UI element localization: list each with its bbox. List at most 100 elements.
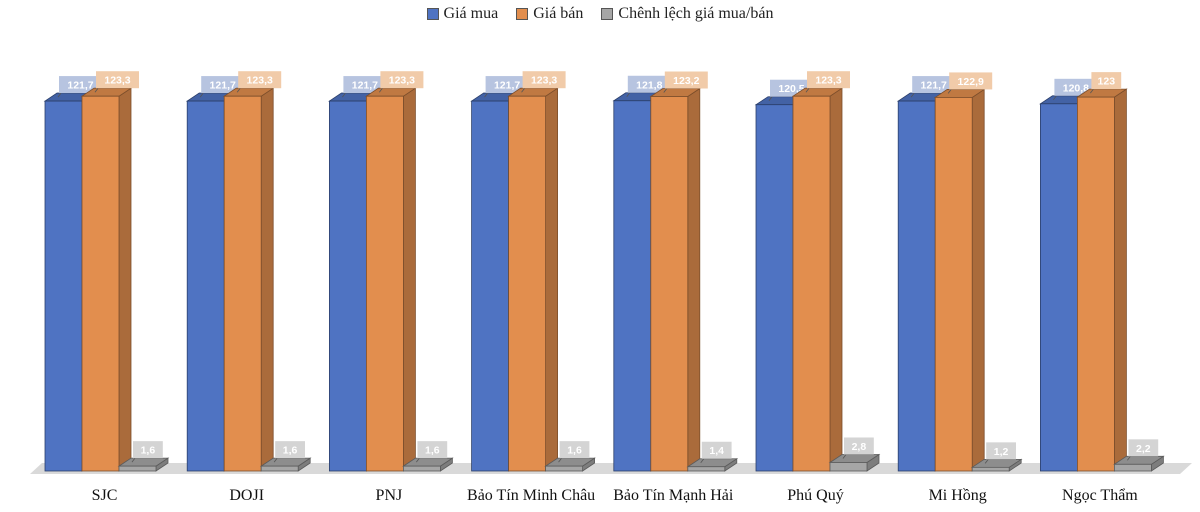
bar-side-gia-ban-1 <box>260 87 274 472</box>
data-label-gia-mua-7: 120,8 <box>1063 82 1089 94</box>
data-label-gia-mua-0: 121,7 <box>67 80 93 92</box>
legend-item-chenh-lech: Chênh lệch giá mua/bán <box>601 5 773 23</box>
bar-gia-mua-4 <box>613 100 652 472</box>
data-label-leader-gia-ban-7 <box>1090 88 1094 94</box>
data-label-bg-chenh-lech-2 <box>417 441 448 459</box>
data-label-leader-chenh-lech-2 <box>416 457 420 463</box>
data-label-chenh-lech-2: 1,6 <box>425 445 440 457</box>
data-label-leader-chenh-lech-7 <box>1127 456 1131 461</box>
data-label-leader-gia-ban-5 <box>805 87 810 93</box>
legend-item-gia-mua: Giá mua <box>426 5 498 23</box>
data-label-bg-gia-mua-0 <box>59 76 102 94</box>
data-label-gia-mua-1: 121,7 <box>210 80 236 92</box>
data-label-gia-mua-2: 121,7 <box>352 80 378 92</box>
data-label-chenh-lech-3: 1,6 <box>567 445 582 457</box>
data-label-bg-gia-ban-2 <box>380 71 424 89</box>
data-label-leader-gia-mua-3 <box>484 92 488 98</box>
data-label-gia-ban-7: 123 <box>1098 76 1116 88</box>
category-label-7: Ngọc Thẩm <box>1062 487 1138 504</box>
legend-swatch-chenh-lech <box>601 8 614 20</box>
bar-gia-ban-6 <box>934 97 973 472</box>
data-label-chenh-lech-6: 1,2 <box>994 446 1009 458</box>
data-label-leader-gia-ban-6 <box>947 89 952 94</box>
legend: Giá mua Giá bán Chênh lệch giá mua/bán <box>0 5 1200 23</box>
bar-side-gia-ban-6 <box>971 88 985 472</box>
data-label-leader-gia-ban-0 <box>94 87 99 93</box>
data-label-bg-gia-mua-4 <box>627 75 671 93</box>
data-label-leader-chenh-lech-3 <box>558 457 562 463</box>
category-label-0: SJC <box>92 487 118 504</box>
data-label-gia-ban-1: 123,3 <box>247 75 273 87</box>
bar-gia-mua-5 <box>755 104 794 472</box>
data-label-leader-chenh-lech-5 <box>842 454 847 459</box>
bar-chenh-lech-1 <box>260 465 299 472</box>
data-label-bg-chenh-lech-4 <box>701 441 732 459</box>
data-label-bg-gia-ban-5 <box>807 71 850 89</box>
data-label-bg-chenh-lech-7 <box>1128 439 1159 457</box>
category-label-1: DOJI <box>229 487 264 504</box>
data-label-gia-ban-6: 122,9 <box>958 76 984 88</box>
data-label-bg-gia-ban-7 <box>1091 72 1122 90</box>
bar-chenh-lech-3 <box>545 465 583 472</box>
data-label-gia-ban-0: 123,3 <box>104 75 130 87</box>
data-label-leader-chenh-lech-6 <box>984 459 989 464</box>
data-label-leader-chenh-lech-0 <box>131 457 136 463</box>
data-label-leader-gia-mua-5 <box>768 96 773 101</box>
data-label-gia-mua-4: 121,8 <box>636 79 662 91</box>
data-label-gia-ban-4: 123,2 <box>673 75 699 87</box>
bar-gia-ban-5 <box>792 95 831 472</box>
bar-gia-mua-0 <box>44 100 83 472</box>
bar-side-gia-ban-3 <box>545 87 558 472</box>
data-label-leader-gia-mua-2 <box>342 92 346 98</box>
category-label-2: PNJ <box>376 487 403 504</box>
legend-item-gia-ban: Giá bán <box>516 5 583 23</box>
data-label-bg-gia-ban-3 <box>522 71 566 89</box>
bar-gia-mua-3 <box>471 100 510 472</box>
legend-label-chenh-lech: Chênh lệch giá mua/bán <box>618 5 774 22</box>
data-label-gia-mua-3: 121,7 <box>494 80 520 92</box>
data-label-leader-chenh-lech-4 <box>700 458 705 463</box>
data-label-leader-gia-mua-6 <box>910 92 915 98</box>
data-label-leader-gia-mua-0 <box>57 92 62 98</box>
bar-side-gia-ban-5 <box>829 87 843 472</box>
data-label-bg-chenh-lech-5 <box>844 437 874 455</box>
bar-gia-ban-4 <box>650 96 689 472</box>
data-label-bg-gia-mua-6 <box>912 76 956 94</box>
data-label-leader-gia-mua-7 <box>1053 95 1057 101</box>
bar-side-gia-ban-0 <box>118 87 132 472</box>
data-label-chenh-lech-4: 1,4 <box>709 445 724 457</box>
bar-gia-ban-1 <box>223 95 262 472</box>
bar-gia-ban-7 <box>1077 96 1115 472</box>
data-label-bg-gia-mua-3 <box>485 76 529 94</box>
data-label-bg-chenh-lech-1 <box>275 441 305 459</box>
category-label-5: Phú Quý <box>787 487 843 504</box>
legend-swatch-gia-mua <box>426 8 439 20</box>
data-label-bg-gia-ban-1 <box>238 71 282 89</box>
data-label-gia-mua-5: 120,5 <box>778 83 804 95</box>
data-label-leader-gia-ban-4 <box>663 88 668 93</box>
legend-label-gia-ban: Giá bán <box>533 5 584 22</box>
bar-chenh-lech-0 <box>118 465 157 472</box>
data-label-leader-gia-ban-3 <box>521 87 525 93</box>
data-label-bg-gia-ban-4 <box>664 71 708 89</box>
data-label-gia-mua-6: 121,7 <box>921 80 947 92</box>
bar-chenh-lech-7 <box>1114 463 1152 472</box>
bar-chenh-lech-4 <box>687 466 726 472</box>
category-label-6: Mi Hồng <box>929 487 987 504</box>
data-label-bg-gia-mua-1 <box>201 76 245 94</box>
bar-side-gia-ban-7 <box>1114 88 1127 472</box>
legend-swatch-gia-ban <box>516 8 529 20</box>
data-label-bg-gia-mua-2 <box>343 76 387 94</box>
category-label-3: Bảo Tín Minh Châu <box>467 487 595 504</box>
data-label-bg-chenh-lech-6 <box>986 442 1016 460</box>
data-label-leader-gia-mua-1 <box>199 92 204 98</box>
bar-chenh-lech-6 <box>971 466 1010 472</box>
bar-gia-mua-2 <box>328 100 367 472</box>
bar-gia-mua-7 <box>1040 103 1078 472</box>
bar-side-gia-ban-2 <box>402 87 416 472</box>
data-label-bg-gia-ban-0 <box>96 71 139 89</box>
bar-side-gia-ban-4 <box>687 87 701 472</box>
data-label-leader-gia-ban-1 <box>236 87 241 93</box>
data-label-gia-ban-5: 123,3 <box>815 75 841 87</box>
